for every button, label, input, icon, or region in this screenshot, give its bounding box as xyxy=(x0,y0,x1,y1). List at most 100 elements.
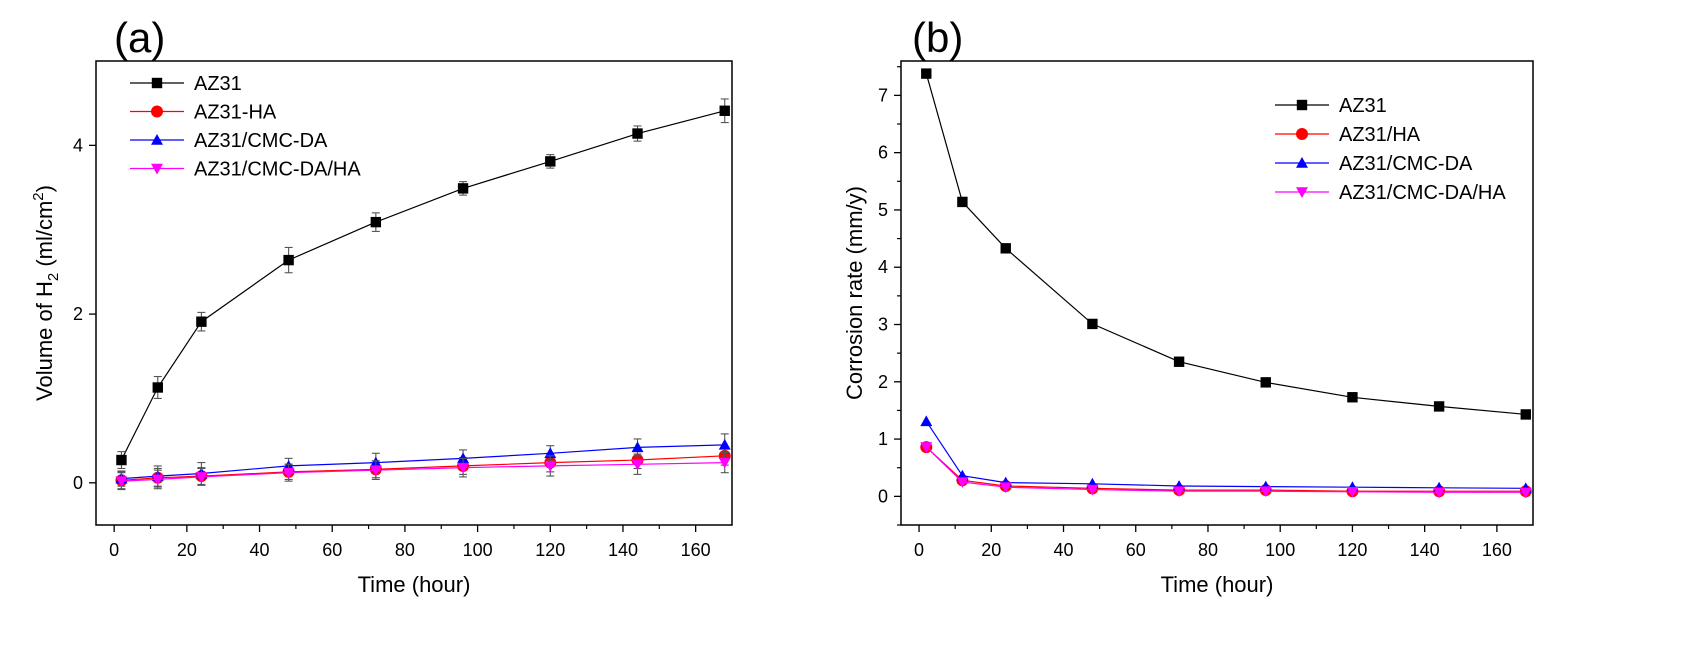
legend-marker-az31 xyxy=(151,77,163,89)
y-tick-label: 2 xyxy=(73,304,83,324)
data-point-az31 xyxy=(1520,409,1531,420)
y-axis-label-sub: 2 xyxy=(45,273,62,281)
data-point-az31 xyxy=(545,156,556,167)
data-point-az31 xyxy=(921,68,932,79)
y-axis-label-sup: 2 xyxy=(30,192,47,200)
data-point-az31-cmc-da-ha xyxy=(999,482,1012,494)
data-point-az31 xyxy=(1087,318,1098,330)
data-point-az31 xyxy=(957,196,968,208)
legend-marker-az31-cmc-da xyxy=(151,134,163,145)
legend-marker-az31-cmc-da-ha xyxy=(1296,187,1308,198)
data-point-az31-cmc-da xyxy=(631,441,644,453)
x-tick-label: 60 xyxy=(1126,540,1146,560)
x-tick-label: 80 xyxy=(1198,540,1218,560)
y-tick-label: 1 xyxy=(878,429,888,449)
data-point-az31 xyxy=(1173,356,1185,367)
y-axis-label: Corrosion rate (mm/y) xyxy=(842,186,867,400)
series-line-az31-cmc-da xyxy=(925,420,1526,489)
legend-label-az31-cmc-da-ha: AZ31/CMC-DA/HA xyxy=(1339,182,1506,204)
data-point-az31-cmc-da-ha xyxy=(195,472,208,483)
x-tick-label: 160 xyxy=(681,540,711,560)
y-tick-label: 4 xyxy=(73,135,83,155)
data-point-az31-cmc-da-ha xyxy=(1433,487,1446,499)
legend: AZ31 AZ31/HA AZ31/CMC-DA AZ31/CMC-DA/HA xyxy=(1275,95,1506,204)
legend-label-az31: AZ31 xyxy=(1339,95,1387,117)
data-point-az31 xyxy=(196,316,207,327)
chart-panel-b: (b) 0 20 40 60 80 100 120 140 160 0 1 2 3 4 5 6 7 Time (… xyxy=(842,14,1534,597)
series-line-az31-ha xyxy=(925,446,1526,492)
data-point-az31-cmc-da-ha xyxy=(115,476,128,488)
x-tick-label: 100 xyxy=(1265,540,1295,560)
x-axis-label: Time (hour) xyxy=(1161,572,1274,597)
data-marks xyxy=(115,98,731,491)
data-point-az31 xyxy=(457,183,469,194)
y-tick-label: 7 xyxy=(878,85,888,105)
data-point-az31 xyxy=(1260,377,1271,388)
panel-label: (b) xyxy=(912,14,963,61)
data-point-az31-cmc-da-ha xyxy=(1519,487,1532,499)
y-tick-label: 4 xyxy=(878,257,888,277)
data-point-az31 xyxy=(370,216,382,228)
data-point-az31 xyxy=(1347,392,1358,403)
legend-label-az31-cmc-da-ha: AZ31/CMC-DA/HA xyxy=(194,159,361,181)
data-point-az31-cmc-da-ha xyxy=(1259,486,1272,498)
chart-panel-a: (a) 0 20 40 60 80 100 120 140 160 0 2 4 Time (hour)… xyxy=(30,14,733,597)
x-tick-label: 20 xyxy=(177,540,197,560)
x-tick-label: 100 xyxy=(463,540,493,560)
series-line-az31 xyxy=(925,73,1526,415)
x-tick-label: 120 xyxy=(535,540,565,560)
data-point-az31-cmc-da-ha xyxy=(1173,486,1186,498)
data-point-az31-cmc-da-ha xyxy=(369,465,382,477)
x-tick-label: 0 xyxy=(109,540,119,560)
data-point-az31-cmc-da-ha xyxy=(920,442,933,454)
x-tick-label: 60 xyxy=(322,540,342,560)
legend-marker-az31-cmc-da xyxy=(1296,157,1308,168)
legend-label-az31-ha: AZ31-HA xyxy=(194,102,277,124)
legend-marker-az31-ha xyxy=(1296,128,1308,140)
data-point-az31 xyxy=(719,105,730,116)
y-tick-label: 0 xyxy=(878,486,888,506)
x-tick-label: 40 xyxy=(1053,540,1073,560)
x-tick-label: 140 xyxy=(608,540,638,560)
x-axis-label: Time (hour) xyxy=(358,572,471,597)
data-point-az31 xyxy=(632,128,643,139)
legend: AZ31 AZ31-HA AZ31/CMC-DA AZ31/CMC-DA/HA xyxy=(130,73,361,181)
x-tick-label: 20 xyxy=(981,540,1001,560)
axis-ticks: 0 20 40 60 80 100 120 140 160 0 1 2 3 4 5 6 7 xyxy=(878,66,1512,560)
data-point-az31-cmc-da-ha xyxy=(457,462,470,474)
y-tick-label: 5 xyxy=(878,200,888,220)
series-line-az31-cmc-da-ha xyxy=(925,446,1526,493)
plot-frame xyxy=(900,60,1534,526)
x-tick-label: 140 xyxy=(1410,540,1440,560)
series-line-az31-cmc-da-ha xyxy=(121,462,725,482)
plot-frame xyxy=(95,60,733,526)
legend-label-az31-cmc-da: AZ31/CMC-DA xyxy=(1339,153,1473,175)
data-point-az31-cmc-da-ha xyxy=(1346,486,1359,498)
data-point-az31-cmc-da xyxy=(457,452,470,464)
legend-marker-az31 xyxy=(1296,99,1308,111)
axis-ticks: 0 20 40 60 80 100 120 140 160 0 2 4 xyxy=(73,135,711,560)
y-tick-label: 6 xyxy=(878,143,888,163)
x-tick-label: 0 xyxy=(914,540,924,560)
data-point-az31-cmc-da-ha xyxy=(1086,484,1099,496)
y-tick-label: 0 xyxy=(73,473,83,493)
x-tick-label: 120 xyxy=(1337,540,1367,560)
y-axis-label-main: Volume of H xyxy=(32,281,57,401)
panel-label: (a) xyxy=(114,14,165,61)
data-point-az31-cmc-da-ha xyxy=(544,461,557,472)
data-point-az31 xyxy=(152,382,163,393)
y-axis-label-unit: (ml/cm xyxy=(32,201,57,273)
legend-label-az31-cmc-da: AZ31/CMC-DA xyxy=(194,130,328,152)
data-point-az31 xyxy=(1433,401,1445,412)
legend-marker-az31-ha xyxy=(151,105,163,118)
data-point-az31-cmc-da xyxy=(718,438,731,450)
y-tick-label: 2 xyxy=(878,372,888,392)
y-axis-label: Volume of H2 (ml/cm2) xyxy=(30,185,62,401)
data-point-az31 xyxy=(116,454,127,466)
y-axis-label-unit-end: ) xyxy=(32,185,57,192)
x-tick-label: 40 xyxy=(250,540,270,560)
x-tick-label: 80 xyxy=(395,540,415,560)
data-point-az31-cmc-da-ha xyxy=(718,457,731,469)
y-tick-label: 3 xyxy=(878,315,888,335)
